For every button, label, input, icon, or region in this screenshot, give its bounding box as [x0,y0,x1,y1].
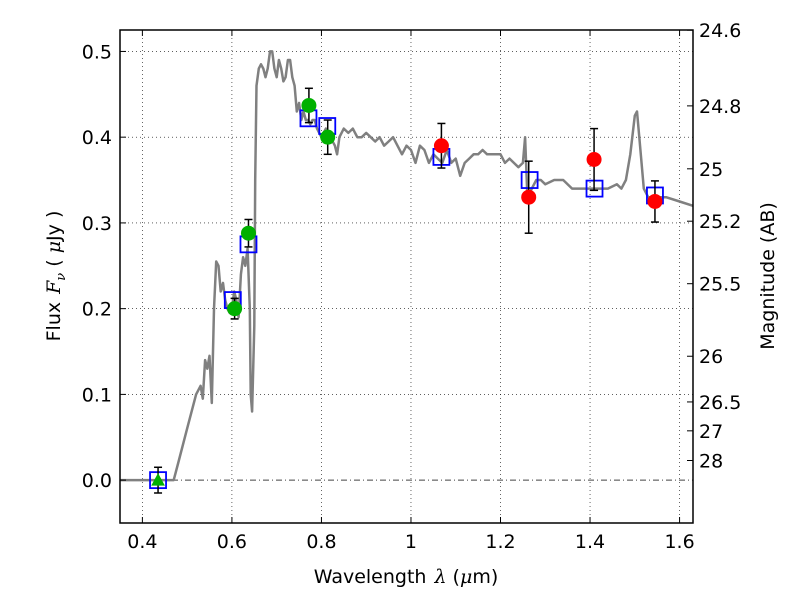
plot-frame [119,29,694,524]
y2-tick-label: 24.8 [699,96,741,118]
observed-flux-point [521,189,537,205]
observed-flux-point [240,225,256,241]
y2-tick-label: 25.2 [699,211,741,233]
y2-tick-label: 27 [699,421,723,443]
observed-flux-point [301,97,317,113]
y-tick-label: 0.0 [82,470,112,492]
y2-axis-label: Magnitude (AB) [757,202,779,350]
x-tick-label: 0.6 [217,531,247,553]
x-tick-label: 1 [405,531,417,553]
observed-flux-point [320,129,336,145]
x-axis-label: Wavelength λ (μm) [314,566,499,588]
y-tick-label: 0.3 [82,213,112,235]
x-tick-label: 0.4 [127,531,157,553]
upper-limit-triangle [151,473,165,486]
y-axis-label: FluxFν ( μJy ) [43,211,69,342]
y2-tick-label: 25 [699,159,723,181]
x-tick-label: 1.2 [485,531,515,553]
x-tick-label: 0.8 [306,531,336,553]
y2-axis: 24.6 24.8 25 25.2 25.5 26 26.5 27 28 [687,20,741,472]
y-tick-label: 0.4 [82,127,112,149]
y-axis: 0.0 0.1 0.2 0.3 0.4 0.5 [82,41,126,492]
x-tick-label: 1.4 [575,531,605,553]
y-tick-label: 0.5 [82,41,112,63]
observed-flux-point [433,138,449,154]
y2-tick-label: 28 [699,450,723,472]
y2-tick-label: 25.5 [699,274,741,296]
observed-flux-point [586,151,602,167]
y2-tick-label: 24.6 [699,20,741,42]
data-markers [149,87,664,494]
x-tick-label: 1.6 [664,531,694,553]
y2-tick-label: 26 [699,346,723,368]
y-tick-label: 0.2 [82,299,112,321]
observed-flux-point [227,301,243,317]
y2-tick-label: 26.5 [699,392,741,414]
observed-flux-point [647,193,663,209]
x-axis: 0.4 0.6 0.8 1 1.2 1.4 1.6 [127,30,695,553]
model-flux-square [520,171,539,189]
y-tick-label: 0.1 [82,384,112,406]
